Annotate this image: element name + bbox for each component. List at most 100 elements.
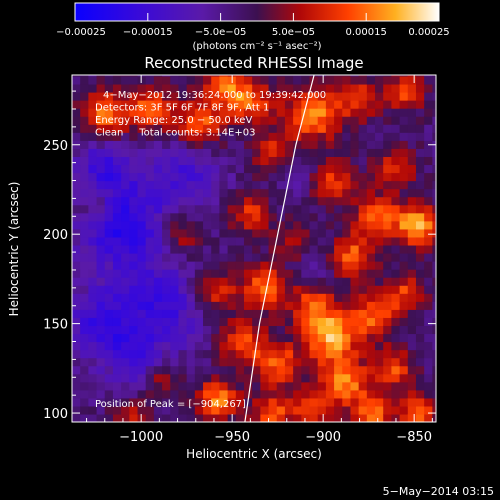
heatmap-cell <box>375 317 384 327</box>
heatmap-cell <box>252 309 261 318</box>
heatmap-cell <box>80 244 89 254</box>
heatmap-cell <box>309 212 319 222</box>
heatmap-cell <box>424 188 433 198</box>
heatmap-cell <box>334 212 343 222</box>
heatmap-cell <box>137 132 147 141</box>
heatmap-cell <box>415 373 425 383</box>
heatmap-cell <box>366 293 376 302</box>
heatmap-cell <box>276 180 286 190</box>
heatmap-cell <box>268 196 278 206</box>
heatmap-cell <box>407 333 417 343</box>
heatmap-cell <box>424 75 433 77</box>
heatmap-cell <box>186 236 196 246</box>
heatmap-cell <box>186 309 196 318</box>
heatmap-cell <box>309 220 319 230</box>
heatmap-cell <box>170 116 180 125</box>
heatmap-cell <box>219 180 229 190</box>
heatmap-cell <box>96 108 106 117</box>
heatmap-cell <box>145 357 155 367</box>
heatmap-cell <box>358 75 368 85</box>
heatmap-cell <box>121 413 130 422</box>
heatmap-cell <box>235 269 245 278</box>
heatmap-cell <box>350 397 360 407</box>
heatmap-cell <box>350 277 360 286</box>
heatmap-cell <box>415 116 425 125</box>
heatmap-cell <box>88 132 98 141</box>
heatmap-cell <box>350 140 360 149</box>
heatmap-cell <box>203 325 212 335</box>
heatmap-cell <box>342 116 352 125</box>
heatmap-cell <box>342 269 352 278</box>
heatmap-cell <box>260 172 270 182</box>
heatmap-cell <box>334 148 343 157</box>
heatmap-cell <box>391 309 401 318</box>
heatmap-cell <box>121 317 130 327</box>
heatmap-cell <box>153 156 163 166</box>
heatmap-cell <box>80 309 89 318</box>
heatmap-cell <box>260 228 270 238</box>
heatmap-cell <box>104 285 114 294</box>
heatmap-cell <box>366 188 376 198</box>
heatmap-cell <box>145 301 155 310</box>
heatmap-cell <box>432 381 436 391</box>
heatmap-cell <box>88 196 98 206</box>
heatmap-cell <box>276 325 286 335</box>
heatmap-cell <box>80 124 89 133</box>
heatmap-cell <box>407 252 417 262</box>
heatmap-cell <box>186 277 196 286</box>
heatmap-cell <box>358 124 368 133</box>
heatmap-cell <box>72 285 81 294</box>
heatmap-cell <box>284 413 294 422</box>
heatmap-cell <box>145 269 155 278</box>
heatmap-cell <box>112 75 122 77</box>
heatmap-cell <box>260 301 270 310</box>
heatmap-cell <box>366 212 376 222</box>
heatmap-cell <box>137 325 147 335</box>
heatmap-cell <box>415 236 425 246</box>
heatmap-cell <box>88 108 98 117</box>
heatmap-cell <box>284 180 294 190</box>
heatmap-cell <box>88 349 98 359</box>
heatmap-cell <box>186 204 196 214</box>
heatmap-cell <box>153 140 163 149</box>
heatmap-cell <box>112 156 122 166</box>
heatmap-cell <box>276 349 286 359</box>
heatmap-cell <box>227 164 237 174</box>
heatmap-cell <box>260 269 270 278</box>
heatmap-cell <box>383 413 393 422</box>
heatmap-cell <box>325 252 335 262</box>
heatmap-cell <box>415 309 425 318</box>
heatmap-cell <box>219 325 229 335</box>
heatmap-cell <box>203 405 212 415</box>
heatmap-cell <box>137 389 147 399</box>
heatmap-cell <box>104 91 114 101</box>
heatmap-cell <box>350 244 360 254</box>
heatmap-cell <box>252 83 261 93</box>
heatmap-cell <box>268 220 278 230</box>
heatmap-cell <box>366 156 376 166</box>
heatmap-cell <box>325 405 335 415</box>
heatmap-cell <box>162 228 171 238</box>
heatmap-cell <box>383 172 393 182</box>
heatmap-cell <box>268 156 278 166</box>
heatmap-cell <box>342 140 352 149</box>
heatmap-cell <box>375 381 384 391</box>
heatmap-cell <box>203 220 212 230</box>
heatmap-cell <box>72 228 81 238</box>
heatmap-cell <box>72 100 81 109</box>
annotation-line: Energy Range: 25.0 − 50.0 keV <box>95 115 252 126</box>
heatmap-cell <box>276 124 286 133</box>
heatmap-cell <box>252 381 261 391</box>
heatmap-cell <box>276 261 286 270</box>
heatmap-cell <box>366 301 376 310</box>
heatmap-cell <box>391 341 401 351</box>
heatmap-cell <box>317 75 327 85</box>
heatmap-cell <box>252 188 261 198</box>
heatmap-cell <box>276 397 286 407</box>
heatmap-cell <box>203 108 212 117</box>
heatmap-cell <box>350 341 360 351</box>
heatmap-cell <box>276 196 286 206</box>
heatmap-cell <box>399 91 409 101</box>
heatmap-cell <box>399 252 409 262</box>
heatmap-cell <box>153 83 163 93</box>
